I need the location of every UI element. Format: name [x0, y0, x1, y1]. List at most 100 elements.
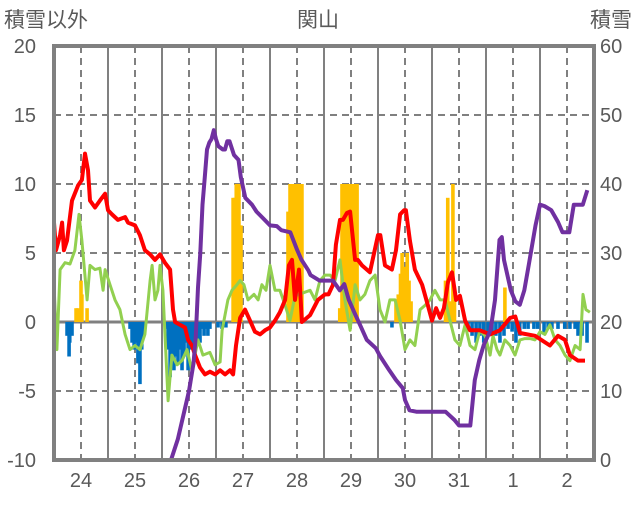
positive_bars-bar: [344, 184, 349, 322]
other-line: [52, 212, 591, 403]
negative_bars-bar: [70, 322, 74, 336]
negative_bars-bar: [200, 322, 204, 329]
x-tick-label: 31: [448, 470, 470, 492]
negative_bars-bar: [198, 322, 202, 343]
right-axis-label: 積雪: [590, 9, 632, 32]
x-tick-label: 29: [340, 470, 362, 492]
positive_bars-bar: [445, 197, 450, 322]
negative_bars-bar: [506, 322, 510, 329]
positive_bars-bar: [394, 301, 398, 322]
positive_bars-bar: [74, 308, 78, 322]
x-tick-label: 28: [286, 470, 308, 492]
negative_bars-bar: [526, 322, 530, 329]
negative_bars-bar: [172, 322, 176, 371]
positive_bars-bar: [290, 184, 294, 322]
negative_bars-bar: [562, 322, 567, 329]
positive_bars-bar: [239, 225, 243, 322]
x-tick-label: 26: [178, 470, 200, 492]
negative_bars-bar: [532, 322, 536, 329]
x-tick-label: 25: [124, 470, 146, 492]
chart-title: 関山: [297, 9, 339, 32]
positive_bars-bar: [235, 184, 239, 322]
left-tick-label: 10: [14, 174, 36, 196]
negative_bars-bar: [542, 322, 546, 334]
positive_bars-bar: [85, 308, 89, 322]
x-tick-label: 24: [70, 470, 92, 492]
positive_bars-bar: [337, 308, 342, 322]
positive_bars-bar: [80, 294, 84, 322]
negative_bars-bar: [206, 322, 210, 336]
negative_bars-bar: [550, 322, 554, 329]
negative_bars-bar: [138, 322, 142, 385]
right-tick-label: 60: [600, 36, 622, 58]
positive_bars-bar: [346, 184, 351, 322]
negative_bars-bar: [65, 322, 69, 336]
positive_bars-bar: [294, 184, 298, 322]
positive_bars-bar: [288, 184, 292, 322]
plot-frame: [52, 44, 596, 462]
positive_bars-bar: [407, 280, 411, 322]
left-tick-label: -10: [7, 450, 36, 472]
negative_bars-bar: [190, 322, 194, 343]
x-tick-label: 2: [561, 470, 572, 492]
negative_bars-bar: [390, 322, 394, 328]
negative_bars-bar: [182, 322, 186, 357]
x-tick-label: 1: [507, 470, 518, 492]
right-tick-label: 20: [600, 312, 622, 334]
negative_bars-bar: [502, 322, 506, 336]
negative_bars-bar: [216, 322, 220, 328]
negative_bars-bar: [128, 322, 132, 329]
positive_bars-bar: [342, 184, 347, 322]
negative_bars-bar: [535, 322, 540, 329]
x-tick-label: 30: [394, 470, 416, 492]
positive_bars-bar: [452, 294, 457, 322]
left-axis-label: 積雪以外: [4, 9, 88, 32]
negative_bars-bar: [196, 322, 200, 343]
positive_bars-bar: [451, 184, 455, 322]
axes: 20 60 15 50 10 40 5 30 0 20 -5 10 -10 0 24 25 26 27 28 29 30…: [7, 36, 622, 492]
right-tick-label: 50: [600, 105, 622, 127]
negative_bars-bar: [568, 322, 572, 329]
grid: [54, 46, 594, 460]
negative_bars-bar: [178, 322, 182, 350]
left-tick-label: -5: [18, 381, 36, 403]
negative_bars-bar: [130, 322, 134, 343]
negative_bars-bar: [576, 322, 580, 336]
negative_bars-bar: [522, 322, 527, 329]
negative_bars-bar: [510, 322, 514, 332]
left-tick-label: 5: [25, 243, 36, 265]
negative_bars-bar: [139, 322, 144, 350]
positive_bars-bar: [349, 184, 353, 322]
negative_bars-bar: [174, 322, 178, 357]
negative_bars-bar: [224, 322, 228, 328]
temperature-line: [52, 151, 585, 377]
negative_bars-bar: [208, 322, 212, 329]
negative_bars-bar: [514, 322, 518, 343]
positive_bars-bar: [300, 184, 304, 322]
positive_bars-bar: [448, 301, 452, 322]
x-tick-label: 27: [232, 470, 254, 492]
negative_bars-bar: [585, 322, 589, 343]
left-tick-label: 20: [14, 36, 36, 58]
snow_depth-line: [54, 128, 590, 462]
negative_bars-bar: [474, 322, 478, 343]
positive_bars-bar: [400, 253, 404, 322]
lines: [52, 128, 591, 462]
right-tick-label: 30: [600, 243, 622, 265]
negative_bars-bar: [136, 322, 140, 364]
negative_bars-bar: [556, 322, 560, 329]
positive_bars-bar: [409, 301, 413, 322]
negative_bars-bar: [170, 322, 174, 364]
negative_bars-bar: [166, 322, 170, 350]
negative_bars-bar: [188, 322, 192, 350]
positive_bars-bar: [503, 287, 507, 322]
positive_bars-bar: [402, 266, 406, 322]
negative_bars-bar: [180, 322, 184, 371]
left-tick-label: 15: [14, 105, 36, 127]
negative_bars-bar: [202, 322, 206, 336]
negative_bars-bar: [573, 322, 577, 329]
left-tick-label: 0: [25, 312, 36, 334]
right-tick-label: 10: [600, 381, 622, 403]
right-tick-label: 40: [600, 174, 622, 196]
